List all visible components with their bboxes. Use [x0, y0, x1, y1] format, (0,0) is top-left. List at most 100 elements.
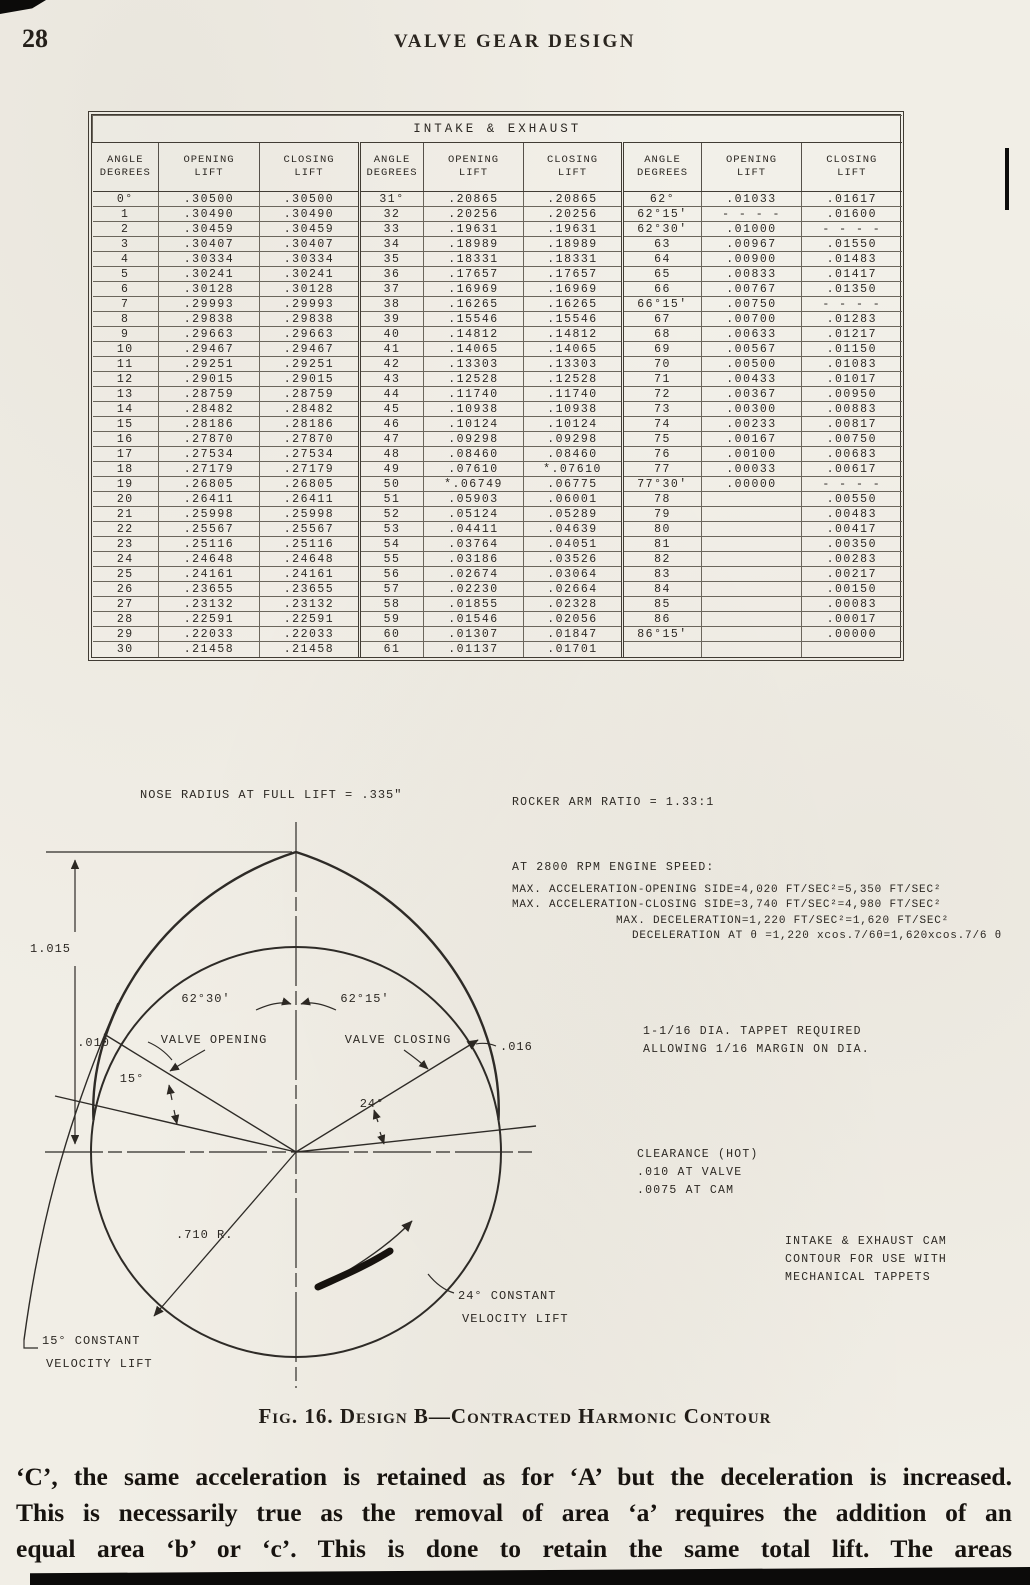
col-header-angle: ANGLE DEGREES [621, 142, 702, 192]
cv15-sweep-curve [23, 1002, 119, 1341]
angle-cell: 7 [92, 296, 159, 312]
opening-lift-cell: .00000 [701, 476, 802, 492]
angle-cell: 6 [92, 281, 159, 297]
angle-cell: 21 [92, 506, 159, 522]
closing-lift-cell: .00217 [800, 566, 902, 582]
angle-cell: 75 [621, 431, 702, 447]
opening-lift-cell: .10124 [423, 416, 524, 432]
closing-lift-cell: .10938 [523, 401, 623, 417]
rotation-arrow-swoosh [314, 1247, 394, 1291]
closing-lift-cell: .16969 [523, 281, 623, 297]
table-row: 8.29838.29838 39.15546.15546 67.00700.0128… [92, 311, 902, 327]
closing-cv-line [295, 1125, 537, 1153]
opening-lift-cell: .01307 [423, 626, 524, 642]
opening-lift-cell [701, 611, 802, 627]
table-row: 23.25116.25116 54.03764.04051 81.00350 [92, 536, 902, 552]
closing-lift-cell [800, 641, 902, 657]
angle-cell: 50 [358, 476, 424, 492]
table-row: 30.21458.21458 61.01137.01701 [92, 641, 902, 657]
closing-lift-cell: .01217 [800, 326, 902, 342]
opening-lift-cell: .28186 [158, 416, 260, 432]
table-row: 25.24161.24161 56.02674.03064 83.00217 [92, 566, 902, 582]
base-radius-line [153, 1151, 297, 1317]
closing-lift-cell: .18331 [523, 251, 623, 267]
table-row: 26.23655.23655 57.02230.02664 84.00150 [92, 581, 902, 597]
table-row: 24.24648.24648 55.03186.03526 82.00283 [92, 551, 902, 567]
angle-cell: 35 [358, 251, 424, 267]
opening-lift-cell: .23132 [158, 596, 260, 612]
angle-24-label: 24° [360, 1097, 385, 1111]
angle24-arrow-down [377, 1131, 386, 1145]
angle-cell: 76 [621, 446, 702, 462]
opening-lift-cell: .29993 [158, 296, 260, 312]
angle-cell: 5 [92, 266, 159, 282]
dim-left-label: .010 [77, 1036, 110, 1050]
engine-speed-notes: AT 2800 RPM ENGINE SPEED: MAX. ACCELERAT… [512, 860, 1002, 945]
angle-cell: 34 [358, 236, 424, 252]
angle-cell: 78 [621, 491, 702, 507]
angle-cell: 27 [92, 596, 159, 612]
opening-lift-cell: .18989 [423, 236, 524, 252]
clearance-valve: .010 AT VALVE [637, 1166, 743, 1179]
angle-cell: 69 [621, 341, 702, 357]
lift-table-body: 0° .30500.30500 31° .20865.20865 62° .01033.0… [92, 191, 902, 657]
closing-lift-cell: .01283 [800, 311, 902, 327]
angle-cell: 54 [358, 536, 424, 552]
opening-lift-cell [701, 581, 802, 597]
angle-cell: 81 [621, 536, 702, 552]
opening-lift-cell: .22033 [158, 626, 260, 642]
opening-flank-line [103, 1033, 297, 1153]
table-row: 3.30407.30407 34.18989.18989 63.00967.0155… [92, 236, 902, 252]
table-row: 16.27870.27870 47.09298.09298 75.00167.007… [92, 431, 902, 447]
tappet-notes: 1-1/16 DIA. TAPPET REQUIRED ALLOWING 1/1… [643, 1023, 870, 1059]
angle-cell: 79 [621, 506, 702, 522]
closing-lift-cell: .04639 [523, 521, 623, 537]
closing-lift-cell: .25567 [259, 521, 360, 537]
angle-cell: 67 [621, 311, 702, 327]
nose-radius-label: NOSE RADIUS AT FULL LIFT = .335" [140, 788, 402, 802]
running-title: VALVE GEAR DESIGN [393, 31, 637, 52]
closing-lift-cell: .30334 [259, 251, 360, 267]
table-row: 19.26805.26805 50 *.06749.06775 77°30' .0000… [92, 476, 902, 492]
closing-lift-cell: .30500 [259, 191, 360, 207]
opening-lift-cell: .26805 [158, 476, 260, 492]
angle-cell: 18 [92, 461, 159, 477]
opening-lift-cell: .20865 [423, 191, 524, 207]
opening-lift-cell: .29251 [158, 356, 260, 372]
opening-lift-cell: .00633 [701, 326, 802, 342]
angle-cell: 66 [621, 281, 702, 297]
angle-cell: 63 [621, 236, 702, 252]
opening-lift-cell: .23655 [158, 581, 260, 597]
table-row: 18.27179.27179 49.07610 *.07610 77.00033.00… [92, 461, 902, 477]
clearance-heading: CLEARANCE (HOT) [637, 1148, 759, 1161]
clearance-notes: CLEARANCE (HOT) .010 AT VALVE .0075 AT C… [637, 1146, 759, 1200]
closing-lift-cell: .19631 [523, 221, 623, 237]
opening-lift-cell: .02230 [423, 581, 524, 597]
closing-lift-cell: .01083 [800, 356, 902, 372]
table-row: 29.22033.22033 60.01307.01847 86°15' .00000 [92, 626, 902, 642]
table-row: 9.29663.29663 40.14812.14812 68.00633.0121… [92, 326, 902, 342]
closing-lift-cell: .04051 [523, 536, 623, 552]
closing-lift-cell: .28186 [259, 416, 360, 432]
angle-cell: 20 [92, 491, 159, 507]
table-row: 27.23132.23132 58.01855.02328 85.00083 [92, 596, 902, 612]
opening-lift-cell: .26411 [158, 491, 260, 507]
angle-cell: 86°15' [621, 626, 702, 642]
closing-lift-cell: .25116 [259, 536, 360, 552]
opening-lift-cell: .00967 [701, 236, 802, 252]
table-row: 17.27534.27534 48.08460.08460 76.00100.006… [92, 446, 902, 462]
angle-cell: 13 [92, 386, 159, 402]
tappet-note-line2: ALLOWING 1/16 MARGIN ON DIA. [643, 1043, 870, 1056]
opening-lift-cell [701, 641, 802, 657]
opening-lift-cell: .28482 [158, 401, 260, 417]
dim-height-label: 1.015 [30, 942, 71, 956]
closing-lift-cell: .29467 [259, 341, 360, 357]
angle-cell: 17 [92, 446, 159, 462]
page-number: 28 [22, 24, 48, 53]
opening-lift-cell: .30490 [158, 206, 260, 222]
closing-lift-cell: .01150 [800, 341, 902, 357]
closing-lift-cell: .29251 [259, 356, 360, 372]
closing-lift-cell: .02056 [523, 611, 623, 627]
closing-lift-cell: .00017 [800, 611, 902, 627]
table-row: 5.30241.30241 36.17657.17657 65.00833.0141… [92, 266, 902, 282]
